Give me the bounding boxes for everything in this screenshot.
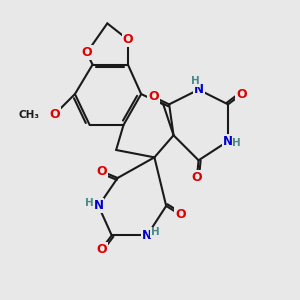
Text: H: H [191,76,200,86]
Text: H: H [151,227,160,237]
Text: O: O [176,208,186,221]
Text: O: O [236,88,247,100]
Text: H: H [85,198,93,208]
Text: O: O [148,91,159,103]
Text: O: O [97,165,107,178]
Text: N: N [94,200,103,212]
Text: O: O [192,171,202,184]
Text: H: H [232,138,241,148]
Text: N: N [194,83,204,96]
Text: N: N [142,229,152,242]
Text: O: O [49,108,60,121]
Text: CH₃: CH₃ [19,110,40,120]
Text: N: N [223,135,233,148]
Text: O: O [96,243,107,256]
Text: O: O [123,33,133,46]
Text: O: O [81,46,92,59]
